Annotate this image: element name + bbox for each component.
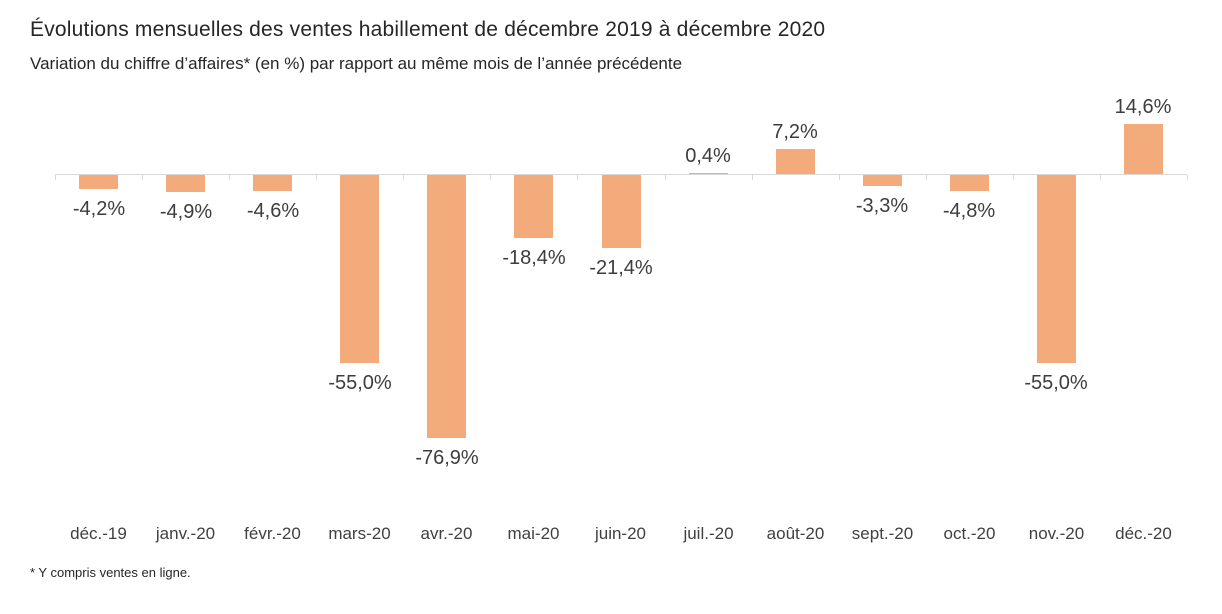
bar-value-label: -4,6% (246, 200, 300, 222)
x-axis-tick (665, 175, 666, 180)
x-axis-tick (1187, 175, 1188, 180)
x-axis-label: févr.-20 (244, 524, 301, 543)
bar-value-label: -4,8% (942, 200, 996, 222)
bar-déc.-20 (1124, 124, 1163, 174)
bar-janv.-20 (166, 175, 205, 192)
x-axis-tick (926, 175, 927, 180)
x-axis-tick (1013, 175, 1014, 180)
x-axis-label: juil.-20 (683, 524, 734, 543)
x-axis-tick (229, 175, 230, 180)
x-axis-tick (316, 175, 317, 180)
bar-value-label: -21,4% (589, 257, 653, 279)
bar-déc.-19 (79, 175, 118, 189)
bar-value-label: -76,9% (415, 447, 479, 469)
x-axis-label: déc.-19 (70, 524, 127, 543)
bar-value-label: 0,4% (685, 145, 731, 167)
chart-footnote: * Y compris ventes en ligne. (30, 565, 191, 580)
bar-sept.-20 (863, 175, 902, 186)
x-axis-label: mai-20 (507, 524, 560, 543)
bar-value-label: -3,3% (855, 195, 909, 217)
x-axis-tick (490, 175, 491, 180)
x-axis-line (55, 174, 1187, 175)
bar-févr.-20 (253, 175, 292, 191)
x-axis-tick (55, 175, 56, 180)
x-axis-label: avr.-20 (420, 524, 473, 543)
x-axis-tick (142, 175, 143, 180)
bar-août-20 (776, 149, 815, 174)
x-axis-tick (403, 175, 404, 180)
x-axis-tick (752, 175, 753, 180)
bar-juin-20 (602, 175, 641, 248)
x-axis-tick (1100, 175, 1101, 180)
bar-value-label: -4,9% (159, 201, 213, 223)
x-axis-label: oct.-20 (943, 524, 996, 543)
bar-juil.-20 (689, 173, 728, 174)
bar-mars-20 (340, 175, 379, 363)
bar-nov.-20 (1037, 175, 1076, 363)
x-axis-label: sept.-20 (851, 524, 914, 543)
x-axis-label: nov.-20 (1028, 524, 1085, 543)
bar-value-label: 7,2% (772, 121, 818, 143)
chart-subtitle: Variation du chiffre d’affaires* (en %) … (30, 54, 683, 73)
x-axis-label: janv.-20 (155, 524, 216, 543)
bar-mai-20 (514, 175, 553, 238)
bar-value-label: -55,0% (1024, 372, 1088, 394)
x-axis-tick (839, 175, 840, 180)
x-axis-label: août-20 (766, 524, 825, 543)
bar-value-label: -18,4% (502, 247, 566, 269)
bar-avr.-20 (427, 175, 466, 438)
x-axis-label: juin-20 (594, 524, 647, 543)
bar-value-label: -4,2% (72, 198, 126, 220)
x-axis-label: mars-20 (328, 524, 391, 543)
chart-title: Évolutions mensuelles des ventes habille… (30, 18, 826, 41)
x-axis-label: déc.-20 (1115, 524, 1172, 543)
bar-value-label: 14,6% (1114, 96, 1172, 118)
x-axis-tick (577, 175, 578, 180)
bar-value-label: -55,0% (328, 372, 392, 394)
bar-oct.-20 (950, 175, 989, 191)
